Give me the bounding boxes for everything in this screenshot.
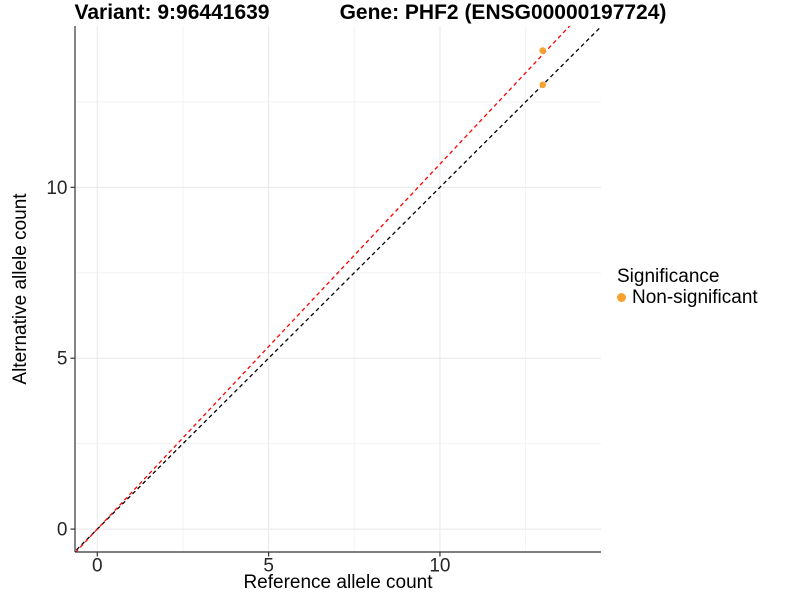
y-tick-label: 10 <box>46 178 67 199</box>
y-tick-label: 0 <box>57 520 68 541</box>
legend-items: Non-significant <box>617 287 758 308</box>
x-tick-label: 10 <box>429 556 450 577</box>
plot-title-variant: Variant: 9:96441639 <box>74 1 270 24</box>
x-tick-label: 0 <box>92 556 103 577</box>
scatter-point <box>539 81 547 89</box>
abline-group <box>75 26 601 552</box>
scatter-point <box>539 47 547 54</box>
plot-title-gene: Gene: PHF2 (ENSG00000197724) <box>339 1 667 24</box>
y-tick-label: 5 <box>57 349 68 370</box>
y-axis-title: Alternative allele count <box>10 193 31 385</box>
legend-title: Significance <box>617 266 720 287</box>
x-axis-title: Reference allele count <box>243 572 433 593</box>
legend-item: Non-significant <box>617 287 758 308</box>
fitted-line <box>75 26 571 552</box>
legend-item-label: Non-significant <box>632 287 758 308</box>
x-tick-label: 5 <box>263 556 274 577</box>
identity-line <box>75 26 601 552</box>
legend-point-icon <box>617 293 626 302</box>
legend: Significance Non-significant <box>617 266 758 308</box>
